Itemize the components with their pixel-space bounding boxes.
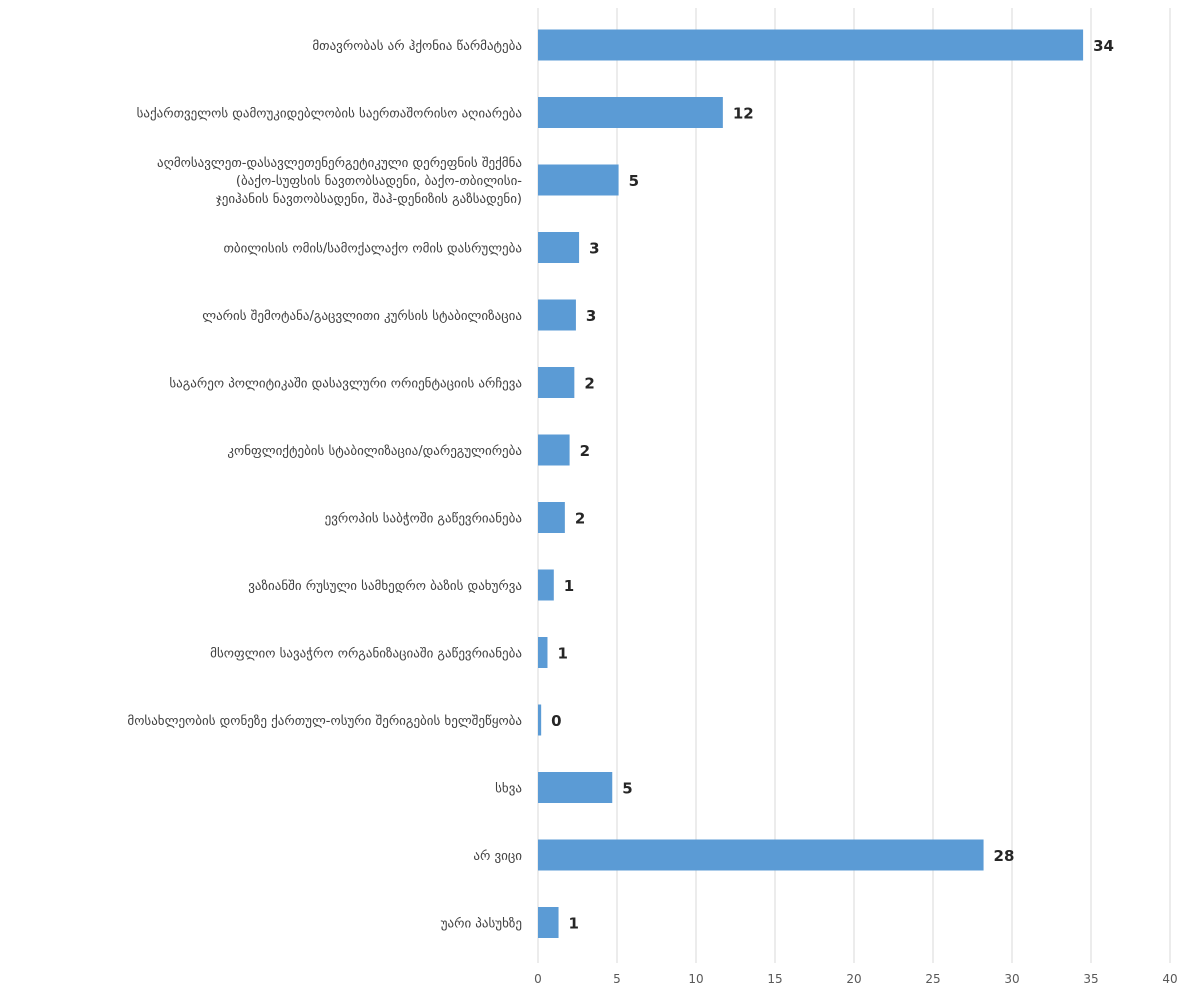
x-tick-label: 30 [1004,972,1019,986]
x-tick-label: 0 [534,972,542,986]
data-label: 0 [551,712,561,730]
x-tick-label: 15 [767,972,782,986]
data-label: 1 [557,645,567,663]
category-label: ვაზიანში რუსული სამხედრო ბაზის დახურვა [248,579,522,594]
bar [538,29,1084,61]
bar [538,502,565,533]
category-label: მთავრობას არ ჰქონია წარმატება [312,39,522,54]
bar [538,907,559,938]
category-label: ლარის შემოტანა/გაცვლითი კურსის სტაბილიზა… [202,309,522,324]
x-tick-label: 10 [688,972,703,986]
bar [538,772,613,803]
data-label: 34 [1093,37,1114,55]
bar [538,704,542,736]
x-axis-ticks: 0 5 10 15 20 25 30 35 40 [534,972,1177,986]
data-label: 2 [584,375,594,393]
category-label: თბილისის ომის/სამოქალაქო ომის დასრულება [223,242,522,257]
bar [538,839,984,871]
data-label: 5 [629,172,639,190]
data-label: 3 [586,307,596,325]
category-label: არ ვიცი [473,849,522,864]
category-label: კონფლიქტების სტაბილიზაცია/დარეგულირება [227,444,522,459]
data-label: 2 [580,442,590,460]
bar [538,97,723,128]
category-label: აღმოსავლეთ-დასავლეთენერგეტიკული დერეფნის… [157,156,522,207]
x-tick-label: 5 [613,972,621,986]
data-label: 1 [569,915,579,933]
data-label: 2 [575,510,585,528]
category-label: ევროპის საბჭოში გაწევრიანება [325,512,522,527]
category-label: საქართველოს დამოუკიდებლობის საერთაშორისო… [137,107,522,122]
data-label: 12 [733,105,754,123]
bar [538,299,576,331]
category-labels: მთავრობას არ ჰქონია წარმატება საქართველოს… [127,39,522,932]
data-label: 1 [564,577,574,595]
category-label: მსოფლიო სავაჭრო ორგანიზაციაში გაწევრიანე… [210,647,522,662]
category-label: უარი პასუხზე [441,917,522,932]
x-tick-label: 35 [1083,972,1098,986]
bar [538,569,554,601]
bar [538,367,575,398]
data-labels: 34 12 5 3 3 2 2 2 1 1 0 5 28 1 [551,37,1114,933]
x-tick-label: 25 [925,972,940,986]
bar [538,232,580,263]
bar [538,434,570,466]
data-label: 5 [622,780,632,798]
data-label: 28 [994,847,1015,865]
gridlines [537,8,1171,963]
data-label: 3 [589,240,599,258]
bars [538,29,1084,938]
bar [538,164,619,196]
category-label: სხვა [495,782,522,797]
category-label: მოსახლეობის დონეზე ქართულ-ოსური შერიგები… [127,714,522,729]
x-tick-label: 20 [846,972,861,986]
x-tick-label: 40 [1162,972,1177,986]
category-label: საგარეო პოლიტიკაში დასავლური ორიენტაციის… [169,377,522,392]
bar [538,637,548,668]
